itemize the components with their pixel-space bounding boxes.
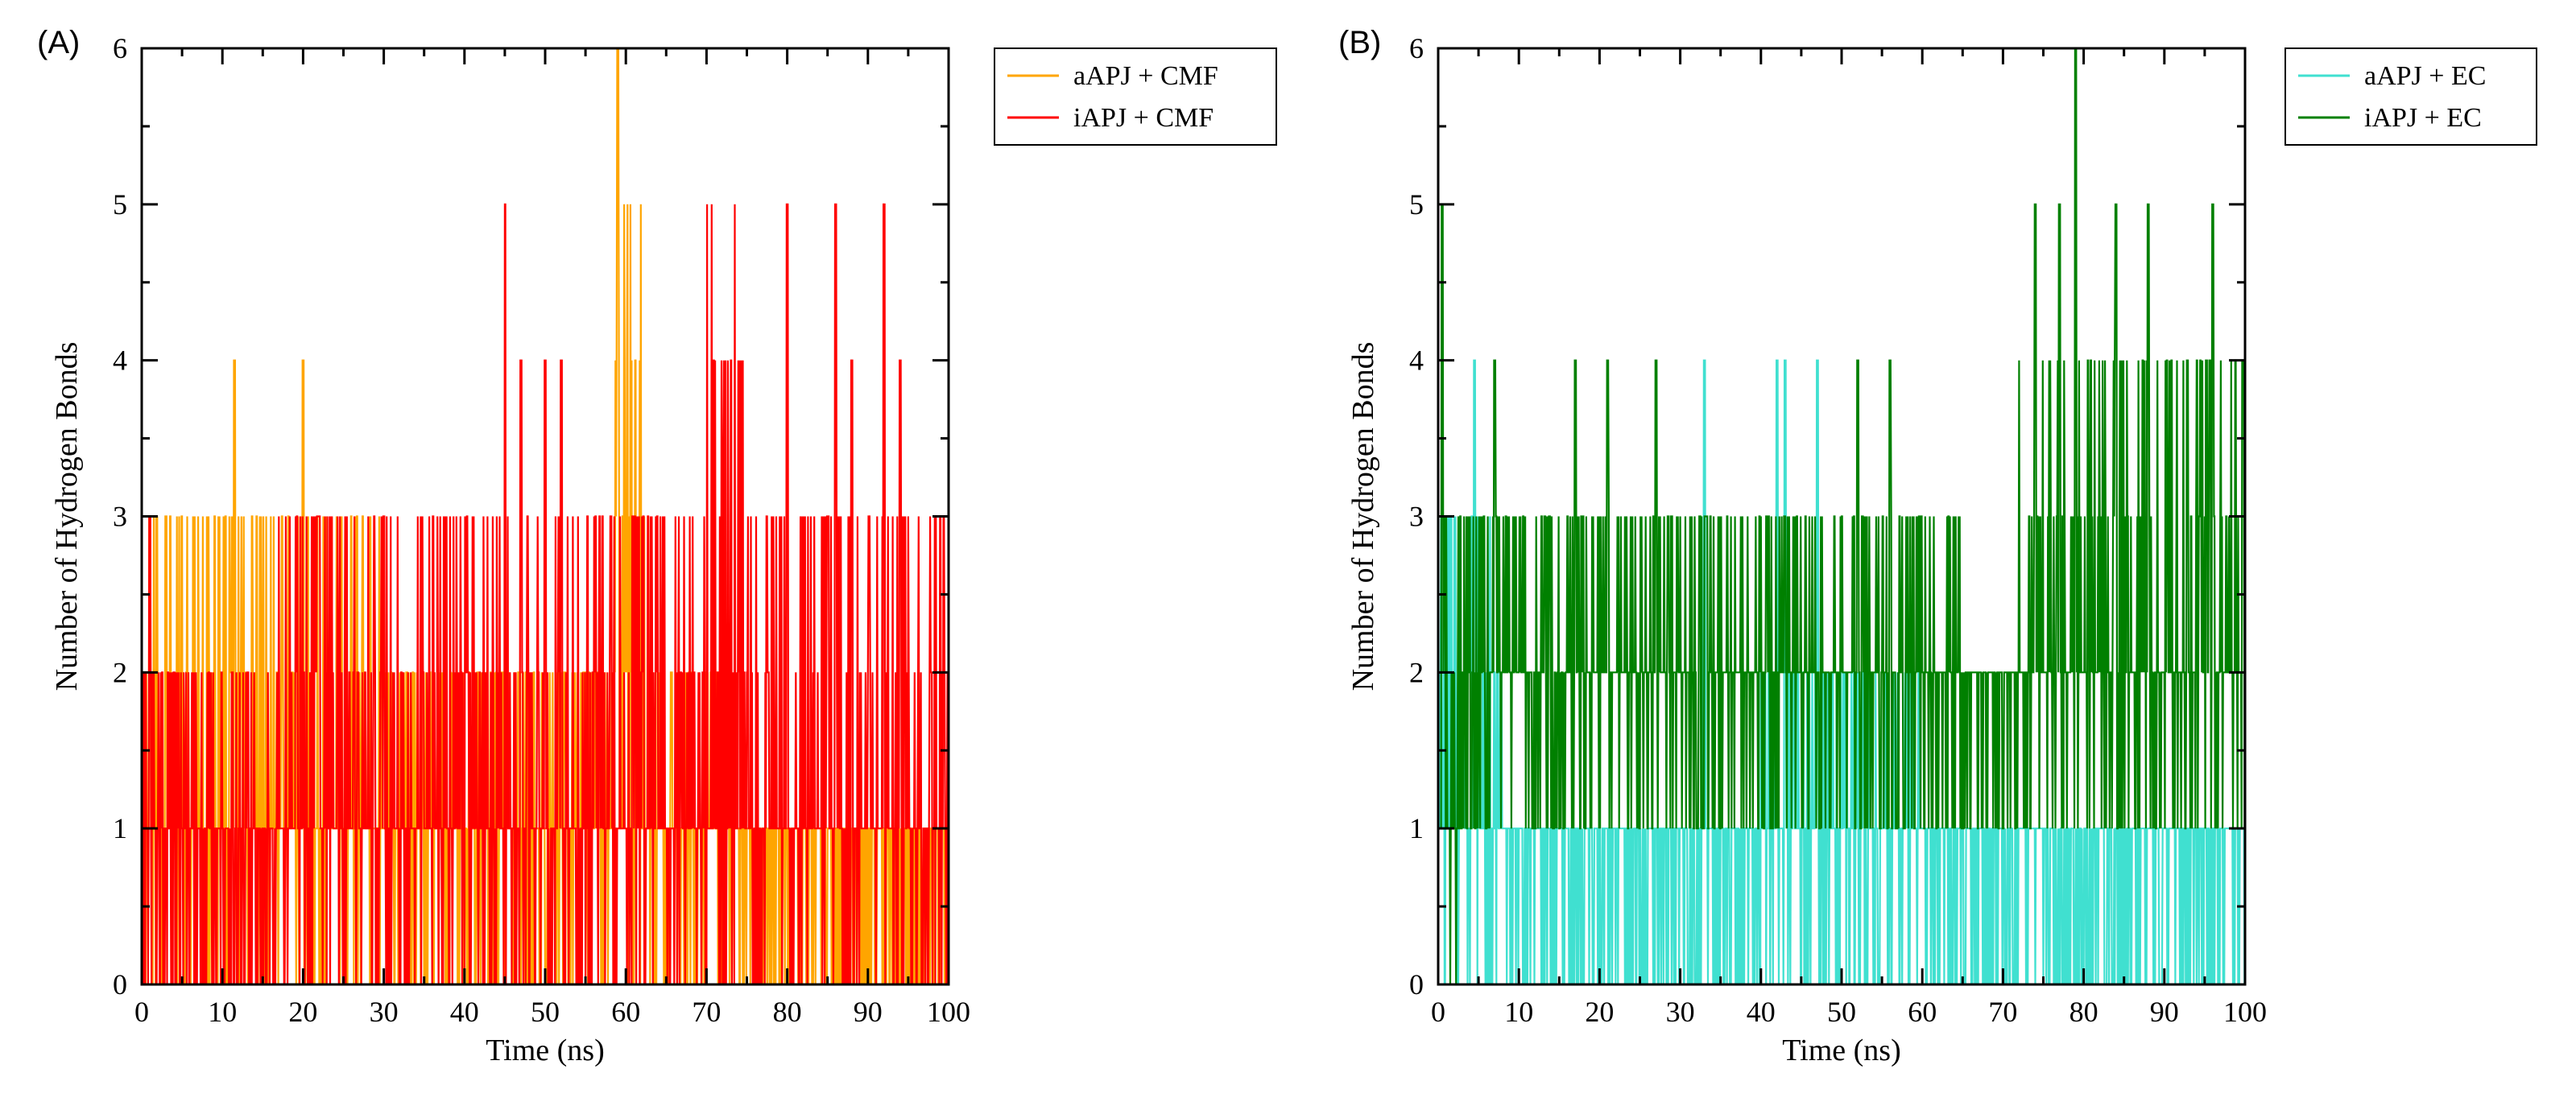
y-tick-label: 2 <box>113 656 127 688</box>
legend-label: iAPJ + EC <box>2364 103 2482 133</box>
x-tick-label: 40 <box>450 996 479 1028</box>
y-tick-label: 4 <box>1409 345 1424 377</box>
legend-box <box>994 47 1277 146</box>
x-tick-label: 50 <box>531 996 560 1028</box>
plot-area <box>1438 47 2245 986</box>
y-tick-label: 6 <box>1409 32 1424 64</box>
x-tick-label: 30 <box>370 996 399 1028</box>
panel-label: (A) <box>37 25 80 60</box>
y-tick-label: 3 <box>113 501 127 533</box>
series-line-2 <box>142 203 949 986</box>
y-tick-label: 0 <box>1409 968 1424 1001</box>
legend-label: aAPJ + CMF <box>1073 61 1218 91</box>
y-tick-label: 6 <box>113 32 127 64</box>
y-tick-label: 1 <box>113 812 127 844</box>
x-axis-title: Time (ns) <box>486 1034 604 1067</box>
x-tick-label: 70 <box>1988 996 2017 1028</box>
y-tick-label: 5 <box>113 188 127 221</box>
y-tick-label: 1 <box>1409 812 1424 844</box>
x-tick-label: 60 <box>611 996 640 1028</box>
x-tick-label: 0 <box>1431 996 1445 1028</box>
x-tick-label: 90 <box>2150 996 2179 1028</box>
x-tick-label: 100 <box>927 996 970 1028</box>
legend-label: aAPJ + EC <box>2364 61 2486 91</box>
legend-box <box>2284 47 2537 146</box>
x-tick-label: 30 <box>1666 996 1695 1028</box>
x-tick-label: 60 <box>1908 996 1937 1028</box>
y-axis-title: Number of Hydrogen Bonds <box>50 342 84 691</box>
legend-label: iAPJ + CMF <box>1073 103 1214 133</box>
x-tick-label: 10 <box>208 996 237 1028</box>
panel-b: 0 10 20 30 40 50 60 70 80 90 100 0 1 2 3 4 5 6 Time (ns) Nu… <box>1338 25 2537 1067</box>
x-tick-label: 20 <box>288 996 317 1028</box>
y-tick-label: 4 <box>113 345 127 377</box>
y-tick-label: 3 <box>1409 501 1424 533</box>
x-tick-label: 10 <box>1504 996 1533 1028</box>
x-tick-label: 40 <box>1747 996 1776 1028</box>
legend: aAPJ + CMF iAPJ + CMF <box>994 47 1277 146</box>
x-tick-label: 0 <box>134 996 149 1028</box>
panel-a: 0 10 20 30 40 50 60 70 80 90 100 0 1 2 3 4 5 6 Time (ns) Nu… <box>37 25 1277 1067</box>
x-axis-title: Time (ns) <box>1782 1034 1900 1067</box>
x-tick-label: 100 <box>2223 996 2267 1028</box>
series-line-1 <box>1438 359 2245 986</box>
y-tick-label: 0 <box>113 968 127 1001</box>
x-tick-label: 20 <box>1585 996 1614 1028</box>
y-tick-label: 5 <box>1409 188 1424 221</box>
legend: aAPJ + EC iAPJ + EC <box>2284 47 2537 146</box>
x-tick-label: 50 <box>1827 996 1856 1028</box>
y-tick-label: 2 <box>1409 656 1424 688</box>
y-axis-title: Number of Hydrogen Bonds <box>1346 342 1380 691</box>
panel-label: (B) <box>1338 25 1381 60</box>
x-tick-label: 80 <box>773 996 802 1028</box>
x-tick-label: 70 <box>692 996 721 1028</box>
x-tick-label: 80 <box>2069 996 2098 1028</box>
x-tick-label: 90 <box>854 996 883 1028</box>
series-line-2 <box>1438 47 2245 985</box>
